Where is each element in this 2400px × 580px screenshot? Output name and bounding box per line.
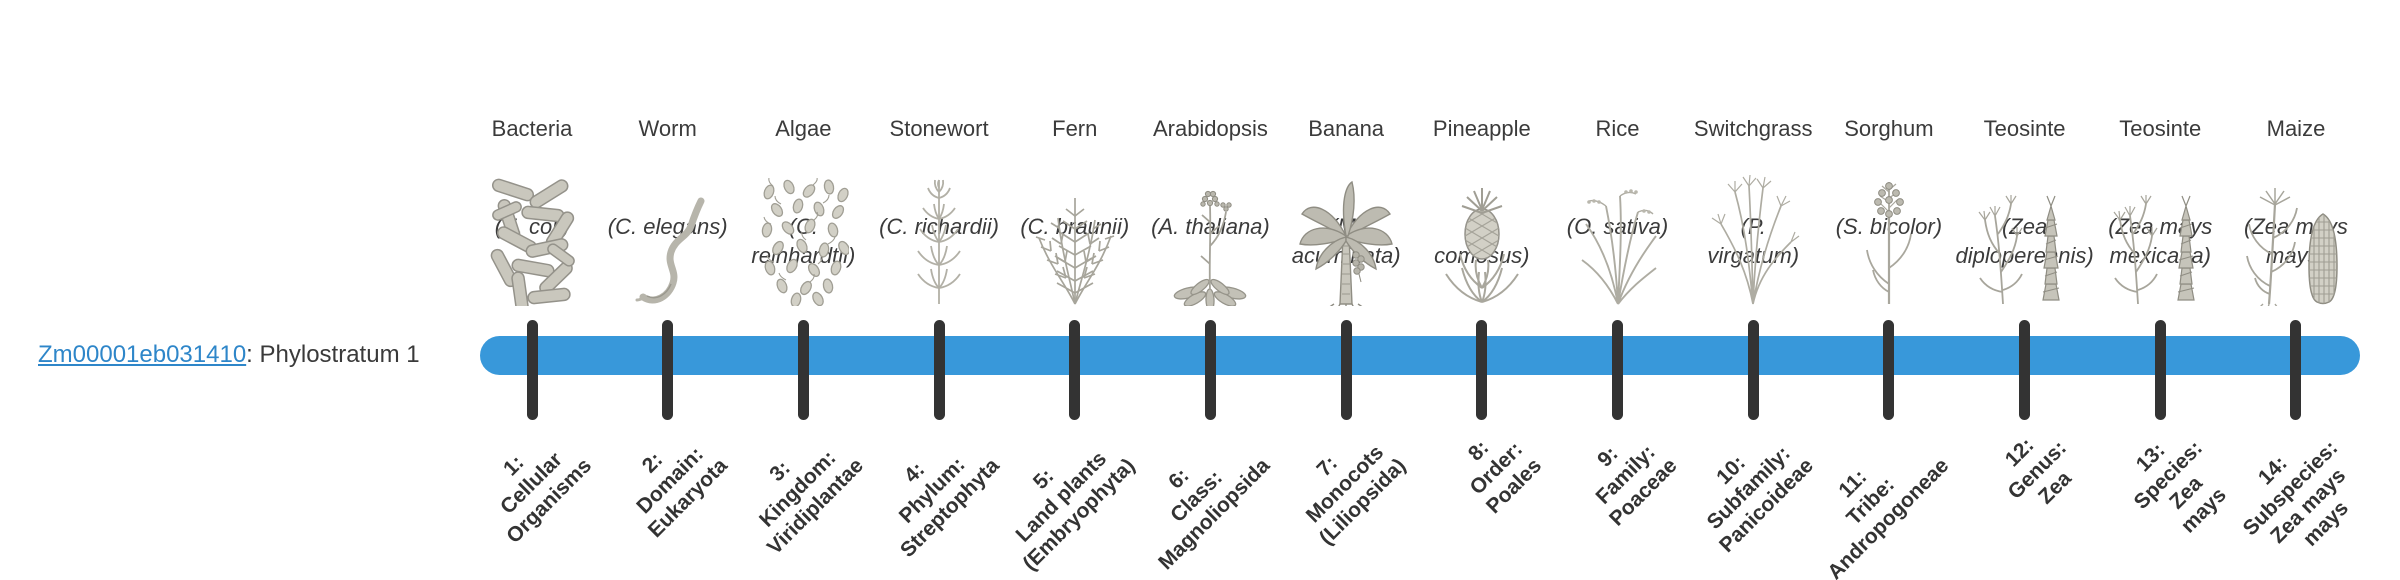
stratum-label: 7: Monocots (Liliopsida) [1301, 440, 1411, 550]
organism-name: Maize [2266, 116, 2326, 141]
organism-header: Arabidopsis (A. thaliana) [1125, 56, 1295, 299]
stratum-label: 5: Land plants (Embryophyta) [1011, 447, 1140, 576]
organism-header: Switchgrass (P. virgatum) [1668, 56, 1838, 328]
organism-name: Stonewort [889, 116, 989, 141]
teosinte-engraving [2085, 166, 2235, 306]
phylostratum-tick [526, 320, 538, 420]
organism-header: Sorghum (S. bicolor) [1804, 56, 1974, 299]
stratum-label: 13: Species: Zea mays [2129, 436, 2231, 538]
stratum-label: 6: Class: Magnoliopsida [1154, 454, 1275, 575]
stonewort-engraving [864, 166, 1014, 306]
bacteria-engraving [457, 166, 607, 306]
teosinte-engraving [1950, 166, 2100, 306]
organism-header: Fern (C. braunii) [990, 56, 1160, 299]
phylostratum-tick [1747, 320, 1759, 420]
stratum-label: 1: Cellular Organisms [496, 447, 597, 548]
stratum-label: 14: Subspecies: Zea mays mays [2238, 436, 2354, 551]
phylostratum-bar [480, 336, 2360, 375]
maize-engraving [2221, 166, 2371, 306]
phylostratum-text: : Phylostratum 1 [246, 341, 420, 368]
banana-engraving [1271, 166, 1421, 306]
stratum-label: 11: Tribe: Andropogoneae [1823, 454, 1954, 580]
phylostratum-tick [1883, 320, 1895, 420]
organism-species: (C. braunii) [1020, 214, 1130, 239]
organism-name: Worm [638, 116, 697, 141]
organism-name: Bacteria [491, 116, 573, 141]
gene-id-link[interactable]: Zm00001eb031410 [38, 341, 247, 368]
stratum-label: 3: Kingdom: Viridiplantae [754, 446, 868, 560]
gene-label: Zm00001eb031410: Phylostratum 1 [38, 341, 420, 369]
stratum-label: 9: Family: Poaceae [1591, 440, 1682, 531]
phylostratum-tick [1069, 320, 1081, 420]
phylostratum-tick [1476, 320, 1488, 420]
phylostratum-tick [662, 320, 674, 420]
organism-name: Banana [1308, 116, 1385, 141]
rice-engraving [1543, 166, 1693, 306]
stratum-label: 4: Phylum: Streptophyta [894, 452, 1004, 562]
stratum-label: 2: Domain: Eukaryota [632, 442, 733, 543]
organism-species: (Zea diploperennis) [1955, 214, 2094, 268]
worm-engraving [593, 166, 743, 306]
phylostratum-tick [1204, 320, 1216, 420]
organism-header: Stonewort (C. richardii) [854, 56, 1024, 299]
sorghum-engraving [1814, 166, 1964, 306]
organism-name: Pineapple [1432, 116, 1531, 141]
organism-name: Switchgrass [1693, 116, 1813, 141]
phylostratum-tick [2154, 320, 2166, 420]
organism-name: Algae [775, 116, 832, 141]
organism-name: Rice [1595, 116, 1640, 141]
phylostratum-tick [1340, 320, 1352, 420]
organism-species: (C. richardii) [879, 214, 999, 239]
phylostratum-tick [2019, 320, 2031, 420]
organism-header: Teosinte (Zea diploperennis) [1940, 56, 2110, 328]
stratum-label: 12: Genus: Zea [2000, 433, 2077, 509]
arabidopsis-engraving [1135, 166, 1285, 306]
pineapple-engraving [1407, 166, 1557, 306]
phylostratum-tick [933, 320, 945, 420]
organism-name: Teosinte [1983, 116, 2066, 141]
switchgrass-engraving [1678, 166, 1828, 306]
organism-name: Fern [1052, 116, 1098, 141]
organism-species: (A. thaliana) [1151, 214, 1270, 239]
organism-species: (P. virgatum) [1707, 214, 1800, 268]
organism-name: Teosinte [2119, 116, 2202, 141]
organism-name: Sorghum [1844, 116, 1934, 141]
stratum-label: 8: Order: Poales [1463, 436, 1547, 519]
fern-engraving [1000, 166, 1150, 306]
phylostratum-tick [1612, 320, 1624, 420]
organism-species: (S. bicolor) [1835, 214, 1943, 239]
phylostratum-tick [2290, 320, 2302, 420]
organism-header: Worm (C. elegans) [583, 56, 753, 299]
algae-engraving [728, 166, 878, 306]
organism-name: Arabidopsis [1152, 116, 1268, 141]
phylostratum-tick [797, 320, 809, 420]
